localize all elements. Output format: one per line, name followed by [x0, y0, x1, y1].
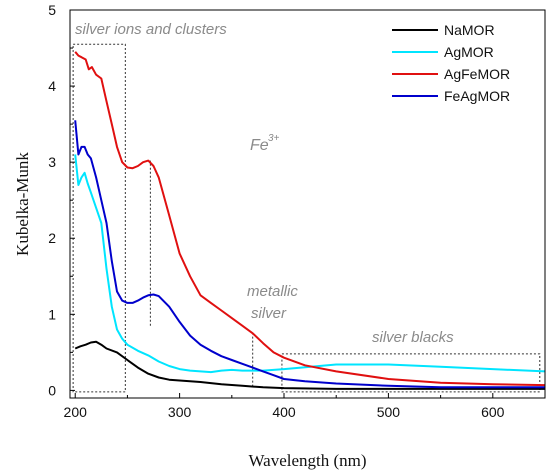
- x-tick-label: 200: [64, 404, 88, 420]
- ticks-layer: 200 300 400 500 600 0 1 2 3 4 5: [48, 2, 504, 420]
- legend-label: AgFeMOR: [444, 66, 510, 82]
- x-tick-label: 300: [168, 404, 192, 420]
- annotation-3plus: 3+: [268, 133, 280, 144]
- annotation-fe: Fe: [250, 137, 269, 154]
- legend-label: FeAgMOR: [444, 88, 510, 104]
- y-tick-label: 1: [48, 306, 56, 322]
- annotation-silver-blacks: silver blacks: [372, 329, 454, 346]
- silver-blacks-box: [281, 353, 541, 393]
- y-tick-label: 5: [48, 2, 56, 18]
- series-layer: [74, 51, 546, 390]
- legend: NaMOR AgMOR AgFeMOR FeAgMOR: [392, 22, 510, 104]
- series-agfemor-line: [74, 51, 546, 387]
- y-tick-label: 3: [48, 154, 56, 170]
- series-feagmor-line: [74, 120, 545, 389]
- series-namor-line: [74, 340, 545, 390]
- legend-label: NaMOR: [444, 22, 495, 38]
- x-tick-label: 400: [272, 404, 296, 420]
- x-tick-label: 500: [377, 404, 401, 420]
- x-tick-label: 600: [481, 404, 505, 420]
- annotation-silver-ions-and-clusters: silver ions and clusters: [75, 21, 227, 38]
- annotation-lines: [149, 160, 254, 387]
- annotation-metallic: metallic: [247, 283, 298, 300]
- x-axis-label: Wavelength (nm): [248, 451, 366, 470]
- y-tick-label: 0: [48, 382, 56, 398]
- annotation-silver: silver: [251, 305, 287, 322]
- y-tick-label: 4: [48, 78, 56, 94]
- y-tick-label: 2: [48, 230, 56, 246]
- plot-frame: [69, 9, 546, 399]
- annotation-texts: silver ions and clusters Fe 3+ metallic silv…: [75, 21, 454, 346]
- legend-label: AgMOR: [444, 44, 494, 60]
- silver-ions-box: [72, 43, 126, 393]
- annotation-boxes: [72, 43, 541, 393]
- y-axis-label: Kubelka-Munk: [13, 152, 32, 256]
- series-agmor-line: [74, 154, 546, 374]
